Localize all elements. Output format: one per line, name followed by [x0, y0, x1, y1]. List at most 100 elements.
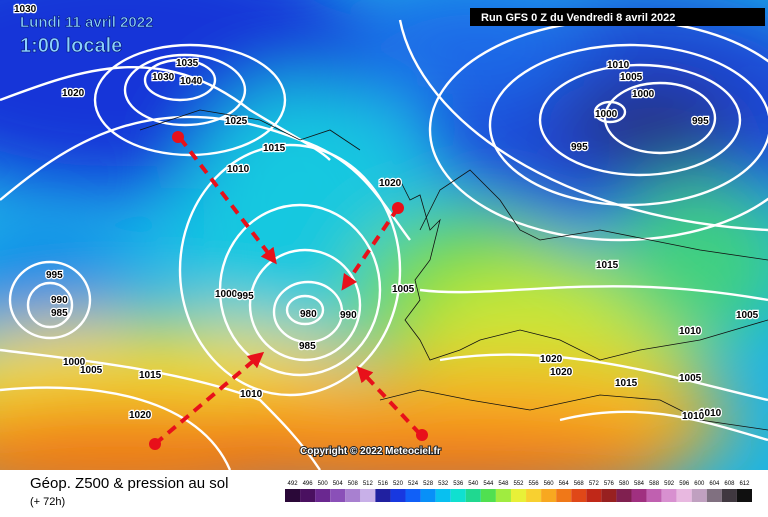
legend-swatch — [661, 489, 677, 502]
legend-swatch — [300, 489, 316, 502]
legend-label: 568 — [574, 481, 585, 487]
isobar-label: 1025 — [225, 116, 248, 127]
isobar-label: 1015 — [596, 260, 619, 271]
isobar-label: 1005 — [392, 284, 415, 295]
isobar-label: 1005 — [80, 365, 103, 376]
legend-swatch — [375, 489, 391, 502]
legend-swatch — [495, 489, 511, 502]
legend-label: 612 — [739, 481, 750, 487]
isobar-label: 1020 — [540, 354, 563, 365]
legend-label: 516 — [378, 481, 389, 487]
legend-swatch — [330, 489, 346, 502]
legend-label: 536 — [453, 481, 464, 487]
legend-label: 560 — [544, 481, 555, 487]
legend-label: 520 — [393, 481, 404, 487]
legend-label: 600 — [694, 481, 705, 487]
isobar-label: 1015 — [263, 143, 286, 154]
legend-label: 556 — [529, 481, 540, 487]
isobar-label: 1000 — [595, 109, 618, 120]
legend-swatch — [646, 489, 662, 502]
isobar-label: 1030 — [14, 4, 37, 15]
isobar-label: 1010 — [607, 60, 630, 71]
legend-label: 592 — [664, 481, 675, 487]
isobar-label: 1020 — [550, 367, 573, 378]
legend-swatch — [360, 489, 376, 502]
legend-swatch — [706, 489, 722, 502]
legend-swatch — [676, 489, 692, 502]
isobar-label: 985 — [299, 341, 316, 352]
legend-label: 576 — [604, 481, 615, 487]
legend-swatch — [631, 489, 647, 502]
legend-swatch — [586, 489, 602, 502]
legend-label: 584 — [634, 481, 645, 487]
isobar-label: 995 — [571, 142, 588, 153]
legend-swatch — [691, 489, 707, 502]
legend-swatch — [420, 489, 436, 502]
isobar-label: 990 — [51, 295, 68, 306]
isobar-label: 1040 — [180, 76, 203, 87]
isobar-label: 1030 — [152, 72, 175, 83]
legend-swatch — [541, 489, 557, 502]
legend-swatch — [405, 489, 421, 502]
legend-label: 564 — [559, 481, 570, 487]
legend-swatch — [736, 489, 752, 502]
footer-lead: (+ 72h) — [30, 496, 65, 508]
legend-label: 580 — [619, 481, 630, 487]
legend-label: 508 — [348, 481, 359, 487]
legend: 492 496 500 504 508 512 516 520 524 528 532 536 540 5… — [285, 481, 752, 502]
isobar-label: 980 — [300, 309, 317, 320]
isobar-label: 1010 — [699, 408, 722, 419]
legend-label: 608 — [724, 481, 735, 487]
isobar-label: 1010 — [227, 164, 250, 175]
legend-label: 524 — [408, 481, 419, 487]
legend-swatch — [435, 489, 451, 502]
isobar-label: 995 — [692, 116, 709, 127]
legend-label: 596 — [679, 481, 690, 487]
isobar-label: 1005 — [679, 373, 702, 384]
legend-label: 544 — [483, 481, 494, 487]
legend-label: 552 — [513, 481, 524, 487]
legend-swatch — [571, 489, 587, 502]
legend-label: 604 — [709, 481, 720, 487]
legend-label: 504 — [333, 481, 344, 487]
legend-swatch — [556, 489, 572, 502]
legend-swatch — [450, 489, 466, 502]
legend-swatch — [465, 489, 481, 502]
isobar-label: 1035 — [176, 58, 199, 69]
coastlines — [139, 109, 768, 431]
legend-swatch — [601, 489, 617, 502]
isobar-label: 1020 — [129, 410, 152, 421]
isobar-label: 995 — [237, 291, 254, 302]
legend-swatch — [480, 489, 496, 502]
legend-swatch — [510, 489, 527, 502]
date-label: Lundi 11 avril 2022 — [20, 14, 153, 31]
legend-swatch — [526, 489, 542, 502]
legend-swatch — [390, 489, 406, 502]
legend-label: 532 — [438, 481, 449, 487]
legend-label: 540 — [468, 481, 479, 487]
isobar-label: 1015 — [139, 370, 162, 381]
isobar-label: 985 — [51, 308, 68, 319]
run-box — [470, 8, 765, 26]
legend-label: 548 — [498, 481, 509, 487]
arrows — [153, 136, 422, 446]
legend-label: 572 — [589, 481, 600, 487]
legend-label: 588 — [649, 481, 660, 487]
isobar-label: 995 — [46, 270, 63, 281]
isobar-label: 1010 — [682, 411, 705, 422]
isobar-label: 990 — [340, 310, 357, 321]
time-label: 1:00 locale — [20, 35, 122, 57]
isobar-label: 1010 — [240, 389, 263, 400]
isobar-label: 1000 — [63, 357, 86, 368]
legend-swatch — [345, 489, 361, 502]
legend-label: 496 — [303, 481, 314, 487]
isobar-label: 1015 — [615, 378, 638, 389]
legend-label: 500 — [318, 481, 329, 487]
isobar-label: 1000 — [632, 89, 655, 100]
legend-label: 512 — [363, 481, 374, 487]
isobar-label: 1005 — [736, 310, 759, 321]
